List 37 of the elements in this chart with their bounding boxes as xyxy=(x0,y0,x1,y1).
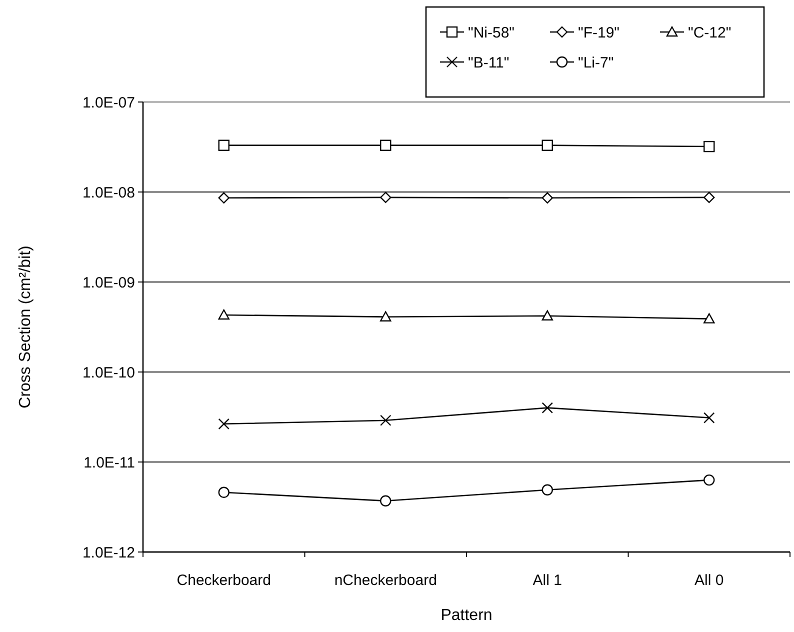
point xyxy=(704,474,715,486)
point xyxy=(542,310,553,321)
point xyxy=(542,484,553,496)
legend-label: "B-11" xyxy=(468,54,510,72)
point xyxy=(704,140,715,152)
point xyxy=(704,412,715,424)
point xyxy=(380,495,392,506)
y-axis-title: Cross Section (cm²/bit) xyxy=(17,246,34,408)
point xyxy=(218,192,230,204)
point xyxy=(704,192,715,204)
legend-label: "C-12" xyxy=(688,24,732,42)
point xyxy=(380,311,392,322)
point xyxy=(380,140,392,151)
point xyxy=(542,192,553,204)
point xyxy=(542,402,553,414)
legend-label: "Ni-58" xyxy=(468,24,514,42)
x-tick-label: All 0 xyxy=(694,572,724,589)
x-axis-title: Pattern xyxy=(440,607,492,624)
y-tick-label: 1.0E-12 xyxy=(82,544,135,562)
y-tick-label: 1.0E-11 xyxy=(84,454,135,472)
point xyxy=(542,140,553,151)
y-tick-label: 1.0E-10 xyxy=(82,364,135,382)
point xyxy=(218,418,230,430)
point xyxy=(218,309,230,320)
point xyxy=(380,192,392,204)
legend-label: "F-19" xyxy=(578,24,620,42)
point xyxy=(380,414,392,426)
y-tick-label: 1.0E-08 xyxy=(82,184,135,202)
point xyxy=(704,313,715,324)
point xyxy=(218,140,230,151)
x-tick-label: nCheckerboard xyxy=(334,572,437,589)
legend-label: "Li-7" xyxy=(578,54,614,72)
y-tick-label: 1.0E-09 xyxy=(82,274,135,292)
point xyxy=(218,486,230,498)
y-tick-label: 1.0E-07 xyxy=(82,94,135,112)
x-tick-label: Checkerboard xyxy=(176,572,271,589)
x-tick-label: All 1 xyxy=(532,572,562,589)
